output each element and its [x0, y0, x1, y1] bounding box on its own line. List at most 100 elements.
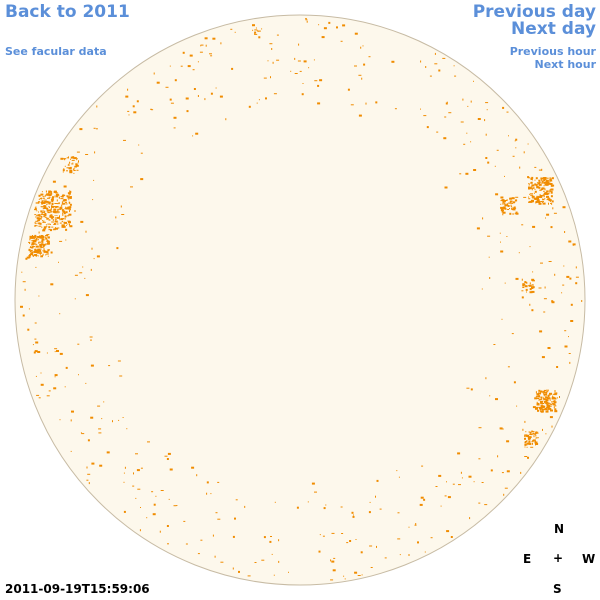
facula-speck — [42, 221, 46, 223]
facula-speck — [84, 277, 86, 279]
facula-speck — [457, 452, 461, 455]
facula-speck — [235, 499, 238, 501]
facula-speck — [122, 417, 124, 418]
facula-speck — [90, 416, 94, 419]
facula-speck — [552, 396, 554, 399]
facula-speck — [166, 525, 169, 527]
facula-speck — [540, 405, 544, 408]
facula-speck — [450, 536, 453, 538]
facula-speck — [225, 118, 227, 121]
next-hour-link[interactable]: Next hour — [534, 58, 597, 71]
facula-speck — [270, 76, 271, 79]
facula-speck — [182, 51, 185, 54]
facula-speck — [376, 545, 377, 548]
facula-speck — [548, 182, 551, 185]
facula-speck — [552, 395, 554, 397]
next-day-link[interactable]: Next day — [511, 19, 596, 39]
facula-speck — [504, 487, 508, 489]
facula-speck — [278, 539, 280, 542]
facula-speck — [347, 88, 350, 91]
facula-speck — [65, 203, 68, 205]
facula-speck — [499, 232, 501, 234]
facula-speck — [535, 432, 539, 434]
facula-speck — [538, 399, 541, 401]
facula-speck — [532, 285, 534, 288]
facula-speck — [85, 382, 87, 384]
facula-speck — [153, 503, 156, 506]
facula-speck — [505, 207, 507, 210]
previous-hour-link[interactable]: Previous hour — [509, 45, 596, 58]
facula-speck — [77, 162, 79, 164]
facula-speck — [85, 230, 87, 233]
facula-speck — [87, 473, 91, 475]
facula-speck — [42, 246, 44, 248]
facula-speck — [54, 351, 56, 353]
facula-speck — [85, 154, 89, 155]
facula-speck — [495, 398, 498, 401]
facula-speck — [50, 198, 54, 201]
facula-speck — [568, 336, 569, 338]
facula-speck — [30, 236, 33, 239]
facula-speck — [28, 249, 30, 251]
facula-speck — [197, 95, 199, 97]
facula-speck — [68, 197, 70, 199]
facula-speck — [56, 195, 59, 198]
facula-speck — [254, 33, 258, 35]
facula-speck — [247, 575, 251, 577]
facula-speck — [39, 245, 42, 248]
facula-speck — [43, 228, 46, 230]
facula-speck — [434, 63, 438, 65]
facula-speck — [72, 162, 74, 165]
facula-speck — [515, 277, 519, 280]
facula-speck — [521, 224, 524, 226]
facula-speck — [417, 541, 419, 544]
previous-day-link[interactable]: Previous day — [472, 2, 596, 22]
facula-speck — [37, 219, 40, 222]
facula-speck — [61, 220, 63, 222]
facula-speck — [357, 575, 361, 576]
facula-speck — [550, 195, 553, 198]
facula-speck — [546, 391, 549, 393]
facula-speck — [532, 439, 536, 441]
facula-speck — [531, 284, 534, 286]
facula-speck — [528, 285, 532, 287]
facula-speck — [354, 571, 358, 574]
facula-speck — [135, 497, 137, 499]
facula-speck — [68, 207, 71, 210]
facula-speck — [459, 173, 462, 175]
facula-speck — [543, 177, 546, 178]
facula-speck — [43, 205, 47, 208]
facula-speck — [473, 481, 475, 483]
facula-speck — [40, 197, 42, 200]
facula-speck — [42, 255, 43, 258]
facula-speck — [43, 220, 45, 223]
facula-speck — [34, 237, 37, 239]
facula-speck — [28, 248, 31, 251]
facula-speck — [528, 196, 530, 198]
facula-speck — [32, 241, 34, 244]
facula-speck — [62, 171, 64, 173]
facula-speck — [549, 177, 552, 179]
facula-speck — [45, 224, 47, 226]
facula-speck — [526, 446, 528, 448]
facula-speck — [318, 24, 320, 26]
see-facular-data-link[interactable]: See facular data — [5, 45, 107, 58]
facula-speck — [116, 247, 119, 250]
facula-speck — [543, 390, 546, 392]
facula-speck — [137, 488, 141, 490]
facula-speck — [536, 196, 540, 198]
facula-speck — [521, 296, 524, 299]
facula-speck — [55, 206, 59, 207]
facula-speck — [466, 387, 470, 389]
facula-speck — [128, 114, 130, 116]
facula-speck — [41, 226, 43, 228]
facula-speck — [64, 208, 68, 210]
facula-speck — [544, 198, 546, 200]
facula-speck — [42, 210, 45, 212]
facula-speck — [55, 227, 58, 230]
facula-speck — [501, 203, 505, 205]
back-to-year-link[interactable]: Back to 2011 — [5, 2, 130, 22]
facula-speck — [54, 348, 58, 350]
facula-speck — [301, 93, 304, 96]
facula-speck — [32, 344, 34, 346]
